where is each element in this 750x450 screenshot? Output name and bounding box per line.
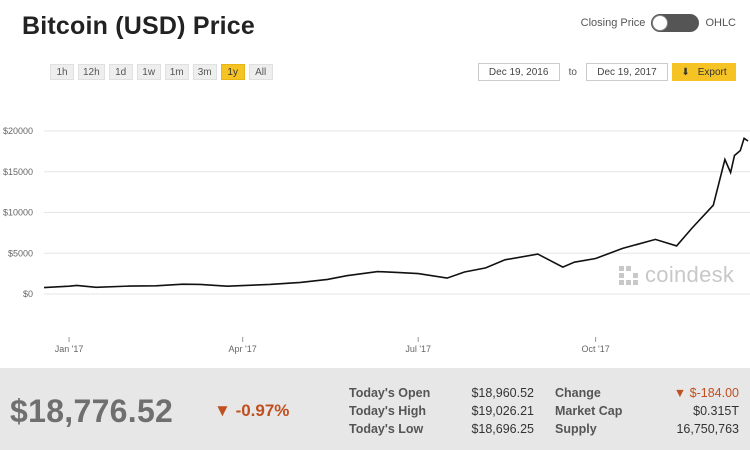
export-button[interactable]: ⬇ Export [672,63,736,81]
y-tick-label: $5000 [8,248,33,258]
y-tick-label: $10000 [3,208,33,218]
end-date-input[interactable] [586,63,668,81]
x-tick-label: Jan '17 [55,344,84,354]
page-title: Bitcoin (USD) Price [22,12,255,40]
switch-knob [652,15,669,31]
chart-mode-toggle: Closing Price OHLC [581,14,736,32]
range-1w[interactable]: 1w [136,64,161,80]
x-tick-label: Oct '17 [582,344,610,354]
coindesk-watermark: coindesk [617,262,734,288]
down-triangle-icon: ▼ [673,386,690,400]
range-1d[interactable]: 1d [108,64,133,80]
x-tick-label: Jul '17 [405,344,431,354]
price-change-percent: ▼ -0.97% [214,401,290,420]
market-cap-label: Market Cap [555,404,623,418]
range-1h[interactable]: 1h [50,64,74,80]
todays-high-label: Today's High [349,404,427,418]
down-triangle-icon: ▼ [214,401,231,420]
supply-value: 16,750,763 [676,422,739,436]
todays-open-value: $18,960.52 [471,386,534,400]
y-tick-label: $15000 [3,167,33,177]
date-range-controls: to ⬇ Export [477,63,736,81]
x-tick-label: Apr '17 [229,344,257,354]
coindesk-logo-icon [619,266,638,285]
market-cap-value: $0.315T [693,404,739,418]
closing-price-label: Closing Price [580,17,646,29]
range-1y[interactable]: 1y [220,64,245,80]
range-12h[interactable]: 12h [78,64,105,80]
change-label: Change [555,386,601,400]
export-label: Export [697,66,727,78]
y-tick-label: $20000 [3,126,33,136]
watermark-text: coindesk [645,262,735,287]
range-3m[interactable]: 3m [192,64,217,80]
supply-label: Supply [555,422,597,436]
time-range-selector: 1h 12h 1d 1w 1m 3m 1y All [50,64,273,80]
price-chart: $0 $5000 $10000 $15000 $20000 Jan '17 Apr '17… [3,126,750,354]
todays-low-label: Today's Low [349,422,424,436]
download-arrow-icon: ⬇ [681,66,690,78]
price-stats-bar: $18,776.52 ▼ -0.97% Today's Open Today's… [0,368,750,450]
start-date-input[interactable] [477,63,560,81]
closing-ohlc-switch[interactable] [651,14,700,32]
y-tick-label: $0 [23,289,33,299]
change-value: ▼ $-184.00 [673,386,739,400]
todays-low-value: $18,696.25 [471,422,534,436]
current-price: $18,776.52 [10,393,174,429]
todays-high-value: $19,026.21 [471,404,534,418]
ohlc-label: OHLC [705,17,736,29]
to-label: to [568,66,577,78]
range-1m[interactable]: 1m [164,64,189,80]
range-all[interactable]: All [248,64,273,80]
price-line [43,137,749,289]
todays-open-label: Today's Open [349,386,431,400]
